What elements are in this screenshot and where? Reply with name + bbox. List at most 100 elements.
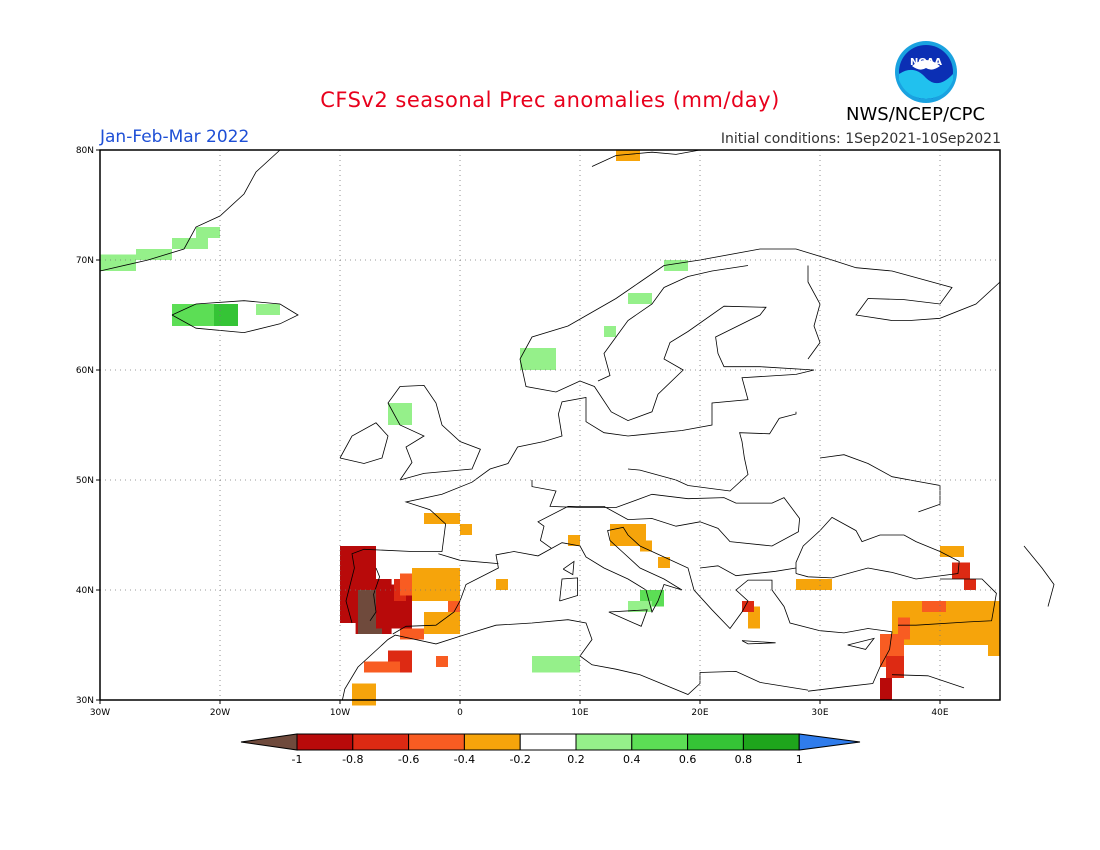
coastline	[891, 674, 965, 689]
anomaly-cell	[616, 150, 640, 161]
colorbar-box	[575, 733, 633, 751]
coastline	[559, 577, 578, 602]
anomaly-cell	[940, 546, 964, 557]
anomaly-cell	[742, 601, 754, 612]
lon-tick-label: 30W	[90, 708, 110, 718]
initial-conditions: Initial conditions: 1Sep2021-10Sep2021	[720, 131, 1001, 147]
anomaly-cell	[400, 628, 424, 640]
lat-tick-label: 70N	[76, 256, 94, 266]
coastline	[99, 149, 281, 272]
colorbar-label: 1	[796, 753, 803, 766]
colorbar-label: -0.2	[509, 753, 530, 766]
colorbar-labels: -1 -0.8 -0.6 -0.4 -0.2 0.2 0.4 0.6 0.8 1	[292, 753, 803, 766]
coastline	[342, 619, 809, 701]
colorbar-label: 0.2	[567, 753, 585, 766]
coastline	[387, 384, 481, 481]
colorbar-box	[742, 733, 800, 751]
colorbar-label: 0.4	[623, 753, 641, 766]
coastline	[807, 265, 821, 360]
anomaly-cell	[640, 540, 652, 552]
anomaly-cell	[988, 634, 1000, 656]
anomaly-cell	[964, 579, 976, 590]
colorbar-label: 0.8	[735, 753, 753, 766]
anomaly-cell	[496, 579, 508, 590]
coastline	[898, 578, 997, 626]
anomaly-cell	[412, 568, 460, 601]
colorbar-low-arrow	[240, 733, 298, 751]
map-title: CFSv2 seasonal Prec anomalies (mm/day)	[320, 88, 780, 112]
lat-tick-label: 40N	[76, 586, 94, 596]
map-frame	[99, 149, 1001, 701]
lat-tick-label: 50N	[76, 476, 94, 486]
colorbar-box	[687, 733, 744, 751]
anomaly-cell	[880, 678, 892, 700]
anomaly-cell	[196, 227, 220, 238]
lon-tick-label: 30E	[811, 708, 828, 718]
latitude-ticks: 80N 70N 60N 50N 40N 30N	[76, 146, 100, 706]
anomaly-cell	[388, 403, 412, 425]
anomaly-cell	[424, 513, 460, 524]
anomaly-cell	[898, 617, 910, 640]
colorbar-box	[631, 733, 689, 751]
lon-tick-label: 20W	[210, 708, 230, 718]
coastline	[819, 454, 941, 513]
colorbar-box	[463, 733, 521, 751]
coastline	[795, 516, 960, 580]
longitude-ticks: 30W 20W 10W 0 10E 20E 30E 40E	[90, 700, 949, 718]
forecast-period: Jan-Feb-Mar 2022	[100, 127, 250, 147]
colorbar-box	[408, 733, 465, 751]
coastline	[847, 637, 876, 650]
lon-tick-label: 10E	[571, 708, 588, 718]
anomaly-cell	[568, 535, 580, 546]
anomaly-cell	[664, 260, 688, 271]
coastline	[741, 640, 776, 645]
anomaly-cell	[952, 562, 970, 579]
anomaly-cell	[604, 326, 616, 337]
colorbar-label: -0.6	[398, 753, 419, 766]
colorbar-box	[296, 733, 354, 751]
colorbar-high-arrow	[798, 733, 861, 751]
coastline	[392, 526, 893, 692]
colorbar-label: 0.6	[679, 753, 697, 766]
anomaly-cell	[136, 249, 172, 260]
anomaly-cell	[628, 293, 652, 304]
coastline	[562, 560, 575, 576]
coastline	[171, 300, 299, 334]
coastline	[369, 567, 381, 622]
anomaly-cell	[796, 579, 832, 590]
lon-tick-label: 10W	[330, 708, 350, 718]
lon-tick-label: 40E	[931, 708, 948, 718]
anomaly-cell	[658, 557, 670, 568]
anomaly-cell	[424, 612, 460, 634]
colorbar-label: -0.4	[454, 753, 475, 766]
agency-label: NWS/NCEP/CPC	[846, 104, 986, 125]
colorbar-box	[519, 733, 577, 751]
coastline	[699, 565, 797, 577]
anomaly-cell	[460, 524, 472, 535]
anomaly-cell	[364, 661, 400, 673]
lon-tick-label: 0	[457, 708, 463, 718]
coastline	[608, 609, 648, 627]
coastlines	[99, 149, 1055, 701]
anomaly-cell	[172, 238, 208, 249]
anomaly-cell	[922, 601, 946, 612]
anomaly-cell	[256, 304, 280, 315]
map-grid	[100, 150, 1000, 700]
anomaly-cell	[628, 601, 652, 612]
coastline	[531, 480, 801, 549]
coastline	[591, 149, 701, 167]
logo-text: NOAA	[910, 57, 942, 68]
coastline	[339, 422, 389, 464]
coastline	[597, 265, 749, 382]
noaa-logo-icon: NOAA	[895, 41, 957, 103]
colorbar-box	[352, 733, 410, 751]
anomaly-cell	[886, 656, 904, 678]
anomaly-cell	[520, 348, 556, 370]
anomaly-cells	[100, 150, 1000, 706]
anomaly-cell	[100, 254, 136, 271]
colorbar-boxes	[240, 733, 861, 751]
anomaly-cell	[436, 656, 448, 667]
coastline	[1023, 545, 1055, 607]
